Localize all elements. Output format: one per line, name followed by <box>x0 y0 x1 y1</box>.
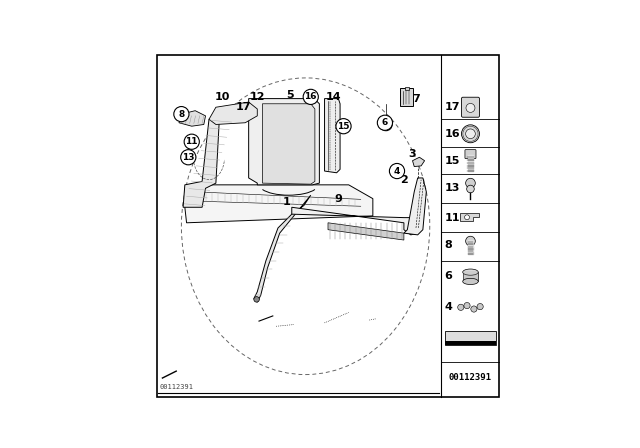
Polygon shape <box>262 104 315 184</box>
Polygon shape <box>249 99 319 185</box>
Text: 6: 6 <box>382 118 388 127</box>
Circle shape <box>466 178 476 188</box>
Polygon shape <box>254 195 311 302</box>
FancyBboxPatch shape <box>461 97 479 117</box>
Circle shape <box>254 297 259 302</box>
Polygon shape <box>324 99 340 173</box>
Text: 9: 9 <box>335 194 342 204</box>
Polygon shape <box>179 111 205 126</box>
Text: 5: 5 <box>286 90 294 100</box>
Polygon shape <box>292 207 418 235</box>
Text: 13: 13 <box>444 183 460 193</box>
Ellipse shape <box>463 269 478 275</box>
Ellipse shape <box>463 278 478 284</box>
Text: 00112391: 00112391 <box>449 373 492 382</box>
Polygon shape <box>185 185 373 223</box>
Polygon shape <box>460 214 479 221</box>
Text: 8: 8 <box>179 110 184 119</box>
Text: 4: 4 <box>444 302 452 312</box>
Circle shape <box>465 215 469 220</box>
Text: 10: 10 <box>215 92 230 102</box>
Polygon shape <box>413 157 424 167</box>
Circle shape <box>389 164 404 179</box>
Polygon shape <box>404 178 426 235</box>
Circle shape <box>383 121 389 128</box>
FancyBboxPatch shape <box>400 88 413 106</box>
Text: 15: 15 <box>444 156 460 166</box>
Text: 11: 11 <box>444 213 460 223</box>
Circle shape <box>466 103 475 112</box>
Circle shape <box>458 304 464 310</box>
Text: 17: 17 <box>444 102 460 112</box>
Polygon shape <box>463 272 478 281</box>
Text: 8: 8 <box>444 240 452 250</box>
FancyBboxPatch shape <box>465 150 476 159</box>
Polygon shape <box>209 102 257 125</box>
Circle shape <box>461 125 479 143</box>
Text: 7: 7 <box>412 94 420 103</box>
Circle shape <box>174 107 189 122</box>
Polygon shape <box>328 223 404 240</box>
Circle shape <box>336 119 351 134</box>
Text: 16: 16 <box>305 92 317 101</box>
Circle shape <box>467 185 474 193</box>
Circle shape <box>464 302 470 309</box>
Text: 16: 16 <box>444 129 460 139</box>
Text: 11: 11 <box>186 137 198 146</box>
Circle shape <box>378 115 392 130</box>
Text: 14: 14 <box>325 92 341 102</box>
Text: 4: 4 <box>394 167 400 176</box>
Circle shape <box>471 306 477 312</box>
Text: 12: 12 <box>250 92 265 102</box>
Text: 17: 17 <box>236 102 252 112</box>
Text: 3: 3 <box>409 149 417 159</box>
Polygon shape <box>183 116 220 207</box>
Circle shape <box>380 118 392 131</box>
Circle shape <box>184 134 199 149</box>
Circle shape <box>477 303 483 310</box>
Text: 6: 6 <box>444 271 452 281</box>
Circle shape <box>466 129 476 138</box>
Polygon shape <box>445 332 497 345</box>
Text: 15: 15 <box>337 122 350 131</box>
Circle shape <box>180 150 196 165</box>
Bar <box>404 86 410 90</box>
Circle shape <box>303 89 318 104</box>
Circle shape <box>466 236 476 246</box>
Text: 00112391: 00112391 <box>159 384 194 391</box>
Text: 1: 1 <box>283 197 291 207</box>
Bar <box>445 341 497 345</box>
Text: 2: 2 <box>400 175 408 185</box>
Text: 13: 13 <box>182 153 195 162</box>
